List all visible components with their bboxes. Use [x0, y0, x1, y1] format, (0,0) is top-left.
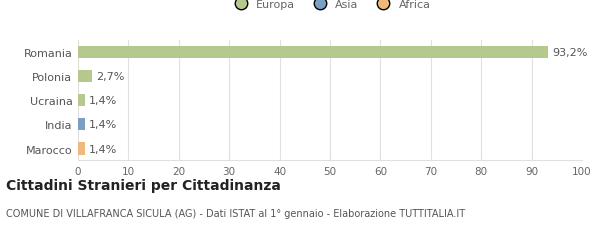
Text: 1,4%: 1,4% — [89, 144, 118, 154]
Text: 1,4%: 1,4% — [89, 96, 118, 106]
Text: 1,4%: 1,4% — [89, 120, 118, 130]
Bar — [78, 143, 85, 155]
Bar — [78, 71, 92, 83]
Text: 2,7%: 2,7% — [95, 72, 124, 82]
Text: 93,2%: 93,2% — [552, 48, 587, 58]
Bar — [78, 119, 85, 131]
Bar — [78, 47, 548, 59]
Bar — [78, 95, 85, 107]
Legend: Europa, Asia, Africa: Europa, Asia, Africa — [225, 0, 435, 14]
Text: Cittadini Stranieri per Cittadinanza: Cittadini Stranieri per Cittadinanza — [6, 179, 281, 193]
Text: COMUNE DI VILLAFRANCA SICULA (AG) - Dati ISTAT al 1° gennaio - Elaborazione TUTT: COMUNE DI VILLAFRANCA SICULA (AG) - Dati… — [6, 208, 465, 218]
